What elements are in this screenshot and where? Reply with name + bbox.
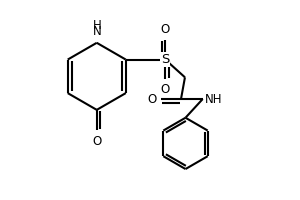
Text: S: S: [161, 53, 170, 66]
Text: O: O: [147, 93, 156, 106]
Text: H: H: [92, 19, 101, 32]
Text: O: O: [160, 23, 170, 36]
Text: NH: NH: [205, 93, 222, 106]
Text: O: O: [92, 135, 101, 148]
Text: N: N: [92, 25, 101, 38]
Text: O: O: [160, 83, 170, 96]
